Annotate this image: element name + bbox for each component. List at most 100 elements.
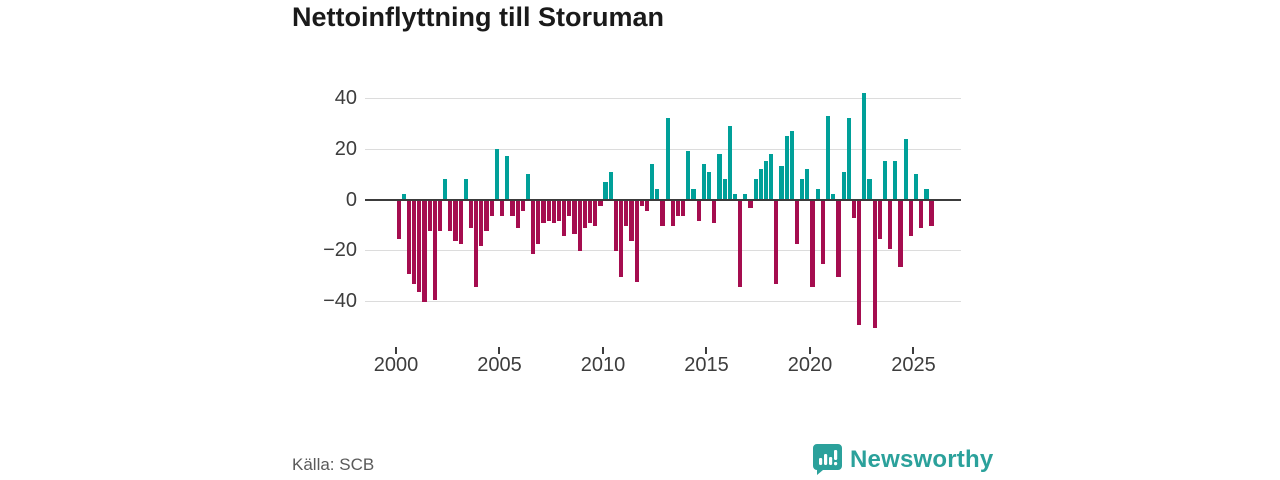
- bar-2021Q4: [846, 118, 851, 200]
- brand-name: Newsworthy: [850, 445, 994, 473]
- bar-2001Q4: [432, 200, 437, 300]
- bar-2024Q3: [903, 138, 908, 200]
- y-tick-label-20: 20: [334, 137, 357, 160]
- bar-2008Q3: [572, 200, 577, 234]
- bar-2017Q2: [753, 179, 758, 200]
- bar-2023Q3: [882, 161, 888, 200]
- bar-2025Q3: [924, 189, 929, 200]
- bar-2017Q1: [748, 200, 753, 209]
- x-tick-label-2020: 2020: [787, 354, 833, 376]
- x-tick-label-2010: 2010: [580, 354, 626, 376]
- bar-2003Q1: [458, 200, 463, 244]
- bar-2010Q3: [613, 200, 619, 252]
- gridline-y-20: [365, 148, 961, 150]
- bar-2022Q1: [851, 200, 857, 219]
- x-tick-label-2025: 2025: [891, 354, 936, 376]
- bar-2008Q2: [567, 200, 572, 216]
- bar-2009Q4: [598, 200, 603, 206]
- bar-2020Q1: [810, 200, 815, 287]
- bar-2020Q2: [815, 189, 820, 200]
- y-tick-label-40: 40: [334, 86, 357, 109]
- x-tick-2020: [808, 347, 811, 354]
- bar-2011Q2: [629, 200, 634, 242]
- x-tick-label-2005: 2005: [477, 354, 522, 376]
- bar-2021Q3: [841, 171, 846, 200]
- bar-2024Q2: [898, 200, 903, 267]
- bar-2001Q1: [417, 200, 422, 292]
- x-tick-label-2015: 2015: [684, 354, 729, 376]
- bar-2020Q4: [826, 115, 831, 200]
- bar-2019Q2: [794, 200, 800, 244]
- bar-2025Q2: [919, 200, 924, 229]
- x-tick-2000: [395, 347, 397, 354]
- bar-2006Q1: [520, 200, 525, 211]
- bar-2006Q3: [531, 200, 536, 254]
- bar-2000Q1: [396, 200, 401, 239]
- bar-2019Q4: [805, 169, 810, 200]
- bar-2018Q4: [784, 136, 789, 200]
- bar-2004Q1: [479, 200, 484, 247]
- bar-2001Q3: [427, 200, 432, 231]
- bar-2011Q3: [634, 200, 639, 282]
- bar-2015Q4: [722, 179, 727, 200]
- bar-2022Q3: [862, 92, 867, 200]
- bar-2011Q1: [624, 200, 629, 226]
- bar-2016Q4: [743, 194, 748, 200]
- bar-2007Q2: [546, 200, 551, 221]
- bar-2017Q3: [758, 169, 763, 200]
- bar-2003Q2: [463, 179, 468, 200]
- source-label: Källa: SCB: [292, 455, 375, 474]
- plot-area: [365, 85, 961, 335]
- bar-2025Q1: [913, 174, 919, 200]
- bar-2000Q4: [412, 200, 417, 285]
- bar-2010Q2: [608, 171, 613, 200]
- bar-2024Q1: [893, 161, 898, 200]
- bar-2012Q3: [655, 189, 660, 200]
- bar-2018Q2: [774, 200, 779, 285]
- bar-2014Q1: [686, 151, 691, 200]
- bar-2023Q2: [877, 200, 882, 239]
- bar-2025Q4: [929, 200, 934, 226]
- bar-2023Q4: [888, 200, 893, 249]
- bar-2009Q3: [593, 200, 598, 226]
- bar-2015Q1: [706, 171, 712, 200]
- bar-2000Q3: [406, 200, 412, 275]
- y-tick-label--20: −20: [323, 239, 357, 262]
- gridline-y--40: [365, 301, 961, 303]
- bar-2001Q2: [422, 200, 427, 303]
- x-tick-2025: [912, 347, 915, 354]
- bar-2024Q4: [908, 200, 913, 237]
- bar-2013Q2: [670, 200, 675, 226]
- bar-2021Q1: [831, 194, 836, 200]
- bar-2011Q4: [639, 200, 644, 206]
- bar-2009Q1: [582, 200, 587, 229]
- zero-axis-line: [365, 198, 961, 201]
- bar-2016Q3: [738, 200, 743, 287]
- bar-2019Q1: [789, 130, 794, 200]
- bar-2012Q1: [644, 200, 650, 211]
- bar-2003Q4: [474, 200, 479, 287]
- bar-2017Q4: [763, 161, 769, 200]
- bar-2023Q1: [872, 200, 877, 328]
- gridline-y-40: [365, 97, 961, 99]
- bar-2013Q1: [665, 118, 670, 200]
- bar-2012Q4: [660, 200, 665, 226]
- newsworthy-logo: Newsworthy: [812, 443, 993, 476]
- newsworthy-logo-icon: [813, 444, 842, 475]
- bar-2014Q2: [691, 189, 696, 200]
- bar-2015Q3: [717, 153, 722, 200]
- bar-2005Q2: [505, 156, 510, 200]
- bar-2005Q3: [510, 200, 515, 216]
- bar-2007Q3: [551, 200, 556, 224]
- bar-2004Q3: [489, 200, 494, 216]
- bar-2016Q2: [732, 194, 738, 200]
- bar-2003Q3: [468, 200, 474, 229]
- bar-2022Q2: [857, 200, 862, 325]
- bar-2005Q4: [515, 200, 520, 229]
- bar-2009Q2: [587, 200, 593, 224]
- gridline-y--20: [365, 250, 961, 252]
- bar-2000Q2: [401, 194, 406, 200]
- bar-2008Q1: [562, 200, 567, 237]
- bar-2022Q4: [867, 179, 872, 200]
